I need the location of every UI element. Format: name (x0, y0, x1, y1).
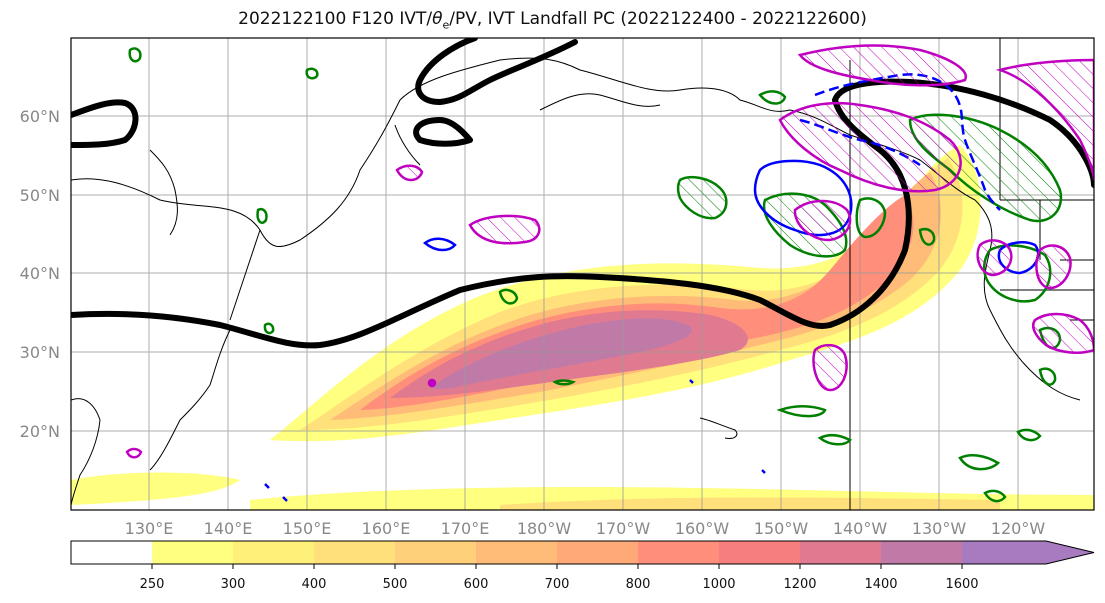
map-frame (70, 37, 1095, 511)
coastlines (71, 38, 1094, 510)
magenta-contours (125, 44, 1094, 459)
lat-label: 20°N (20, 422, 60, 441)
colorbar-segment (476, 541, 557, 564)
colorbar-tick-label: 250 (140, 577, 165, 592)
colorbar-segment (881, 541, 962, 564)
lon-label: 130°E (125, 519, 174, 538)
colorbar-segment (395, 541, 476, 564)
lon-label: 150°E (283, 519, 332, 538)
figure-title: 2022122100 F120 IVT/θe/PV, IVT Landfall … (238, 9, 867, 32)
colorbar-tick-label: 1000 (702, 577, 735, 592)
lon-label: 140°E (204, 519, 253, 538)
map-panel (71, 38, 1094, 510)
colorbar-tick-label: 700 (545, 577, 570, 592)
latitude-labels: 60°N 50°N 40°N 30°N 20°N (20, 107, 60, 441)
colorbar-tick-label: 500 (383, 577, 408, 592)
colorbar-tick-label: 400 (302, 577, 327, 592)
lon-label: 180°W (517, 519, 572, 538)
lon-label: 150°W (754, 519, 809, 538)
colorbar-under-segment (71, 541, 152, 564)
colorbar-outline (70, 540, 1095, 565)
colorbar-segment (962, 541, 1094, 564)
colorbar-segment (557, 541, 638, 564)
lon-label: 160°E (362, 519, 411, 538)
colorbar-segment (800, 541, 881, 564)
lon-label: 170°W (596, 519, 651, 538)
longitude-labels: 130°E 140°E 150°E 160°E 170°E 180°W 170°… (125, 519, 1046, 538)
colorbar-tick-label: 300 (221, 577, 246, 592)
ivt-fill (71, 145, 1094, 510)
lon-label: 160°W (675, 519, 730, 538)
lat-label: 50°N (20, 186, 60, 205)
lat-label: 60°N (20, 107, 60, 126)
colorbar-segment (314, 541, 395, 564)
colorbar-tick-label: 800 (626, 577, 651, 592)
colorbar: 250 300 400 500 600 700 800 1000 1200 1400 1600 (70, 540, 1095, 592)
colorbar-tick-label: 1600 (945, 577, 978, 592)
lon-label: 130°W (912, 519, 967, 538)
colorbar-segment (719, 541, 800, 564)
lon-label: 120°W (991, 519, 1046, 538)
colorbar-tick-label: 1200 (783, 577, 816, 592)
colorbar-segment (233, 541, 314, 564)
lat-label: 40°N (20, 264, 60, 283)
colorbar-segment (638, 541, 719, 564)
lat-label: 30°N (20, 343, 60, 362)
colorbar-tick-label: 1400 (864, 577, 897, 592)
lon-label: 170°E (441, 519, 490, 538)
colorbar-segment (152, 541, 233, 564)
lon-label: 140°W (833, 519, 888, 538)
colorbar-tick-label: 600 (464, 577, 489, 592)
